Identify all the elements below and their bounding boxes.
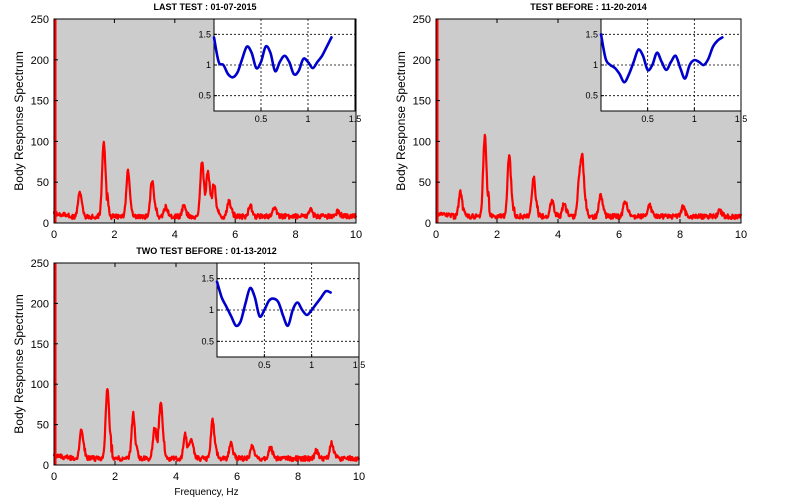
y-tick-label: 100 — [413, 136, 431, 148]
y-tick-label: 250 — [31, 258, 49, 270]
inset-x-tick-label: 1.5 — [353, 360, 366, 370]
y-tick-label: 200 — [413, 55, 431, 67]
y-tick-label: 150 — [31, 339, 49, 351]
inset-curve — [599, 33, 724, 84]
x-tick-label: 2 — [111, 229, 117, 241]
y-tick-label: 50 — [419, 177, 431, 189]
inset-x-tick-label: 1.5 — [349, 114, 362, 124]
x-tick-label: 10 — [353, 471, 365, 483]
x-tick-label: 6 — [234, 471, 240, 483]
y-tick-label: 0 — [43, 218, 49, 230]
x-tick-label: 4 — [555, 229, 561, 241]
x-tick-label: 10 — [350, 229, 362, 241]
y-tick-label: 150 — [413, 96, 431, 108]
inset-y-tick-label: 1 — [209, 305, 214, 315]
inset-y-tick-label: 1 — [593, 60, 598, 70]
inset-curve — [215, 280, 332, 328]
chart-title: TWO TEST BEFORE : 01-13-2012 — [136, 246, 277, 256]
spectrum-line — [52, 140, 358, 220]
y-tick-label: 50 — [37, 420, 49, 432]
x-tick-label: 2 — [112, 471, 118, 483]
axes-frame — [53, 262, 360, 466]
inset-y-tick-label: 1.5 — [198, 29, 211, 39]
inset-x-tick-label: 1 — [305, 114, 310, 124]
x-tick-label: 0 — [51, 471, 57, 483]
inset-y-tick-label: 0.5 — [201, 336, 214, 346]
y-tick-label: 200 — [31, 55, 49, 67]
spectrum-line — [52, 388, 361, 462]
inset-x-tick-label: 0.5 — [641, 114, 654, 124]
x-tick-label: 0 — [51, 229, 57, 241]
inset-y-tick-label: 1.5 — [585, 29, 598, 39]
y-tick-label: 100 — [31, 136, 49, 148]
y-tick-label: 250 — [31, 14, 49, 26]
inset-y-tick-label: 1 — [206, 60, 211, 70]
y-axis-label: Body Response Spectrum — [394, 51, 408, 190]
y-axis-label: Body Response Spectrum — [12, 51, 26, 190]
axes-frame — [53, 18, 357, 224]
y-tick-label: 0 — [425, 218, 431, 230]
x-tick-label: 8 — [295, 471, 301, 483]
inset-frame — [216, 262, 360, 358]
chart-title: TEST BEFORE : 11-20-2014 — [530, 2, 647, 12]
inset-y-tick-label: 0.5 — [198, 91, 211, 101]
inset-curve — [212, 36, 333, 79]
inset-chart: 0.5 1 1.5 0.5 1 1.5 — [585, 18, 748, 124]
inset-chart: 0.5 1 1.5 0.5 1 1.5 — [201, 262, 366, 370]
inset-y-tick-label: 0.5 — [585, 91, 598, 101]
y-tick-label: 0 — [43, 460, 49, 472]
inset-x-tick-label: 1 — [309, 360, 314, 370]
x-tick-label: 6 — [616, 229, 622, 241]
x-tick-label: 8 — [293, 229, 299, 241]
y-tick-label: 50 — [37, 177, 49, 189]
chart-title: LAST TEST : 01-07-2015 — [153, 2, 256, 12]
y-tick-label: 250 — [413, 14, 431, 26]
x-tick-label: 4 — [172, 229, 178, 241]
y-tick-label: 100 — [31, 379, 49, 391]
x-tick-label: 6 — [232, 229, 238, 241]
x-tick-label: 0 — [433, 229, 439, 241]
x-tick-label: 8 — [677, 229, 683, 241]
y-axis-label: Body Response Spectrum — [12, 294, 26, 433]
inset-y-tick-label: 1.5 — [201, 274, 214, 284]
spectrum-line — [435, 133, 743, 220]
inset-x-tick-label: 1.5 — [735, 114, 748, 124]
inset-x-tick-label: 1 — [692, 114, 697, 124]
x-axis-label: Frequency, Hz — [174, 487, 238, 498]
y-tick-label: 200 — [31, 298, 49, 310]
x-tick-label: 10 — [735, 229, 747, 241]
y-tick-label: 150 — [31, 96, 49, 108]
inset-x-tick-label: 0.5 — [258, 360, 271, 370]
inset-chart: 0.5 1 1.5 0.5 1 1.5 — [198, 18, 362, 124]
axes-frame — [435, 18, 742, 224]
x-tick-label: 4 — [173, 471, 179, 483]
x-tick-label: 2 — [494, 229, 500, 241]
inset-x-tick-label: 0.5 — [255, 114, 268, 124]
